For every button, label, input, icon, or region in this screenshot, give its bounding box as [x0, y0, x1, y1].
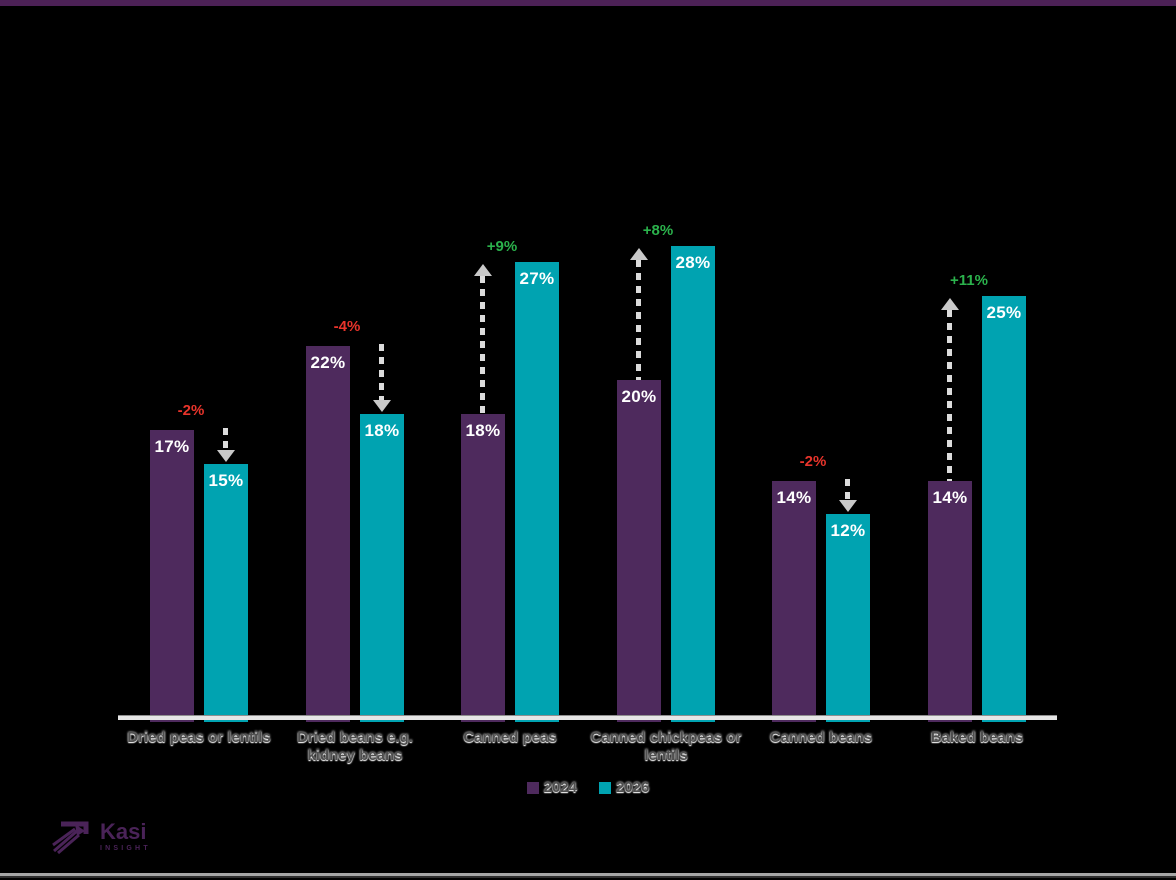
bar-value-label: 14%	[776, 488, 812, 507]
bar-2024: 20%	[617, 380, 661, 722]
change-arrow-up-icon	[630, 248, 648, 260]
top-accent-bar	[0, 0, 1176, 6]
legend-swatch-2026-icon	[599, 781, 611, 794]
bar-2026: 28%	[671, 246, 715, 722]
change-arrow-shaft	[379, 344, 384, 400]
bar-value-label: 14%	[932, 488, 968, 507]
legend-item-2024: 2024	[526, 779, 577, 796]
bar-2026: 18%	[360, 414, 404, 722]
bar-value-label: 22%	[310, 353, 346, 372]
change-arrow-down-icon	[373, 400, 391, 412]
change-label: -2%	[177, 402, 205, 419]
change-label: -2%	[799, 453, 827, 470]
bar-value-label: 18%	[465, 421, 501, 440]
change-label: +9%	[486, 238, 518, 255]
logo-wordmark: Kasi	[100, 819, 147, 844]
legend: 2024 2026	[0, 779, 1176, 796]
change-arrow-up-icon	[474, 264, 492, 276]
category-label: Dried beans e.g. kidney beans	[297, 729, 413, 764]
bar-2024: 18%	[461, 414, 505, 722]
legend-label-2026: 2026	[616, 779, 650, 796]
category-label: Baked beans	[930, 729, 1024, 746]
footer-divider	[0, 873, 1176, 876]
bar-2024: 22%	[306, 346, 350, 722]
logo-subtext: INSIGHT	[100, 845, 151, 853]
change-arrow-shaft	[636, 260, 641, 380]
bar-value-label: 27%	[519, 269, 555, 288]
bar-value-label: 17%	[154, 437, 190, 456]
category-label: Canned peas	[463, 729, 557, 746]
legend-swatch-2024-icon	[526, 781, 539, 794]
logo-text: Kasi INSIGHT	[100, 820, 151, 852]
kasi-arrow-icon	[50, 820, 92, 861]
bar-2024: 14%	[772, 481, 816, 722]
change-arrow-shaft	[223, 428, 228, 450]
change-arrow-down-icon	[839, 500, 857, 512]
footer-divider-shadow	[0, 876, 1176, 878]
bar-2026: 15%	[204, 464, 248, 722]
change-arrow-down-icon	[217, 450, 235, 462]
change-arrow-shaft	[480, 276, 485, 414]
change-arrow-shaft	[947, 310, 952, 481]
change-arrow-shaft	[845, 479, 850, 500]
change-label: +8%	[642, 222, 674, 239]
legend-label-2024: 2024	[543, 779, 577, 796]
category-label: Canned chickpeas or lentils	[590, 729, 742, 764]
bar-2024: 14%	[928, 481, 972, 722]
bar-2026: 27%	[515, 262, 559, 722]
bar-value-label: 12%	[830, 521, 866, 540]
bar-value-label: 28%	[675, 253, 711, 272]
change-label: -4%	[333, 318, 361, 335]
bar-value-label: 15%	[208, 471, 244, 490]
legend-item-2026: 2026	[599, 779, 649, 796]
bar-value-label: 20%	[621, 387, 657, 406]
kasi-insight-logo: Kasi INSIGHT	[50, 820, 151, 861]
change-label: +11%	[950, 272, 988, 289]
x-axis-line	[118, 715, 1057, 720]
bar-value-label: 25%	[986, 303, 1022, 322]
change-arrow-up-icon	[941, 298, 959, 310]
bar-value-label: 18%	[364, 421, 400, 440]
category-label: Dried peas or lentils	[127, 729, 271, 746]
bar-2024: 17%	[150, 430, 194, 722]
category-label: Canned beans	[769, 729, 873, 746]
bar-2026: 12%	[826, 514, 870, 722]
bar-2026: 25%	[982, 296, 1026, 722]
